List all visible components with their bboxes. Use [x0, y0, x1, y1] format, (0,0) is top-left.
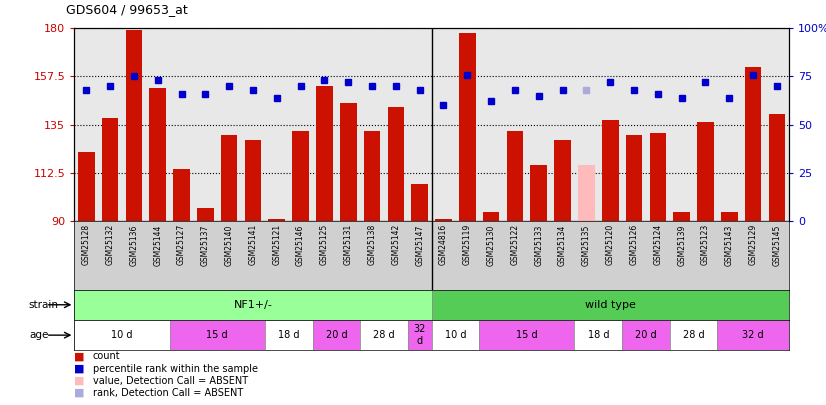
Bar — [312, 320, 360, 350]
Text: GSM25129: GSM25129 — [748, 224, 757, 265]
Bar — [408, 320, 431, 350]
Text: GSM25141: GSM25141 — [249, 224, 258, 265]
Bar — [360, 320, 408, 350]
Bar — [622, 320, 670, 350]
Text: GSM25146: GSM25146 — [296, 224, 305, 266]
Bar — [78, 152, 95, 221]
Text: GSM25131: GSM25131 — [344, 224, 353, 265]
Bar — [717, 320, 789, 350]
Text: 32 d: 32 d — [743, 330, 764, 340]
Bar — [554, 139, 571, 221]
Text: count: count — [93, 352, 120, 361]
Bar — [697, 122, 714, 221]
Text: GSM25128: GSM25128 — [82, 224, 91, 265]
Bar — [670, 320, 717, 350]
Text: 10 d: 10 d — [112, 330, 133, 340]
Text: 28 d: 28 d — [373, 330, 395, 340]
Bar — [150, 88, 166, 221]
Text: 10 d: 10 d — [444, 330, 466, 340]
Text: GSM25136: GSM25136 — [130, 224, 139, 266]
Text: GSM25127: GSM25127 — [177, 224, 186, 265]
Text: 15 d: 15 d — [516, 330, 538, 340]
Bar — [506, 131, 524, 221]
Text: GSM25123: GSM25123 — [701, 224, 710, 265]
Bar — [169, 320, 265, 350]
Bar — [221, 135, 238, 221]
Text: GSM25119: GSM25119 — [463, 224, 472, 265]
Bar — [530, 165, 547, 221]
Text: GDS604 / 99653_at: GDS604 / 99653_at — [66, 3, 188, 16]
Text: GSM25134: GSM25134 — [558, 224, 567, 266]
Bar — [479, 320, 574, 350]
Bar — [459, 33, 476, 221]
Bar — [74, 290, 431, 320]
Text: 20 d: 20 d — [635, 330, 657, 340]
Text: GSM25147: GSM25147 — [415, 224, 425, 266]
Text: GSM25130: GSM25130 — [487, 224, 496, 266]
Bar — [431, 290, 789, 320]
Text: GSM25138: GSM25138 — [368, 224, 377, 265]
Text: GSM25133: GSM25133 — [534, 224, 544, 266]
Text: GSM25122: GSM25122 — [510, 224, 520, 265]
Text: GSM25144: GSM25144 — [153, 224, 162, 266]
Text: GSM25143: GSM25143 — [724, 224, 733, 266]
Text: GSM25126: GSM25126 — [629, 224, 638, 265]
Bar — [721, 212, 738, 221]
Bar — [265, 320, 312, 350]
Text: rank, Detection Call = ABSENT: rank, Detection Call = ABSENT — [93, 388, 243, 398]
Bar — [435, 219, 452, 221]
Text: GSM25145: GSM25145 — [772, 224, 781, 266]
Bar — [316, 86, 333, 221]
Bar — [292, 131, 309, 221]
Bar — [745, 67, 762, 221]
Bar — [197, 208, 214, 221]
Text: GSM25140: GSM25140 — [225, 224, 234, 266]
Bar — [649, 133, 667, 221]
Text: wild type: wild type — [585, 300, 636, 310]
Bar — [602, 120, 619, 221]
Text: 32
d: 32 d — [414, 324, 426, 346]
Bar — [575, 320, 622, 350]
Text: age: age — [29, 330, 48, 340]
Text: GSM25139: GSM25139 — [677, 224, 686, 266]
Bar — [411, 184, 428, 221]
Text: percentile rank within the sample: percentile rank within the sample — [93, 364, 258, 373]
Text: GSM25124: GSM25124 — [653, 224, 662, 265]
Bar — [625, 135, 643, 221]
Bar — [387, 107, 404, 221]
Bar — [268, 219, 285, 221]
Text: GSM25125: GSM25125 — [320, 224, 329, 265]
Bar — [339, 103, 357, 221]
Text: 28 d: 28 d — [683, 330, 705, 340]
Text: GSM25120: GSM25120 — [605, 224, 615, 265]
Text: GSM25137: GSM25137 — [201, 224, 210, 266]
Text: 20 d: 20 d — [325, 330, 347, 340]
Bar — [244, 139, 261, 221]
Text: GSM25132: GSM25132 — [106, 224, 115, 265]
Text: GSM24816: GSM24816 — [439, 224, 448, 265]
Text: ■: ■ — [74, 376, 85, 386]
Text: 18 d: 18 d — [278, 330, 300, 340]
Text: GSM25121: GSM25121 — [273, 224, 282, 265]
Text: strain: strain — [29, 300, 59, 310]
Bar — [102, 118, 118, 221]
Text: GSM25142: GSM25142 — [392, 224, 401, 265]
Bar — [673, 212, 690, 221]
Text: ■: ■ — [74, 364, 85, 373]
Bar — [768, 114, 786, 221]
Text: 18 d: 18 d — [587, 330, 609, 340]
Text: value, Detection Call = ABSENT: value, Detection Call = ABSENT — [93, 376, 248, 386]
Bar — [578, 165, 595, 221]
Text: ■: ■ — [74, 388, 85, 398]
Text: ■: ■ — [74, 352, 85, 361]
Bar — [482, 212, 500, 221]
Bar — [363, 131, 381, 221]
Text: GSM25135: GSM25135 — [582, 224, 591, 266]
Bar — [74, 320, 169, 350]
Text: NF1+/-: NF1+/- — [234, 300, 273, 310]
Text: 15 d: 15 d — [206, 330, 228, 340]
Bar — [126, 30, 142, 221]
Bar — [431, 320, 479, 350]
Bar — [173, 169, 190, 221]
